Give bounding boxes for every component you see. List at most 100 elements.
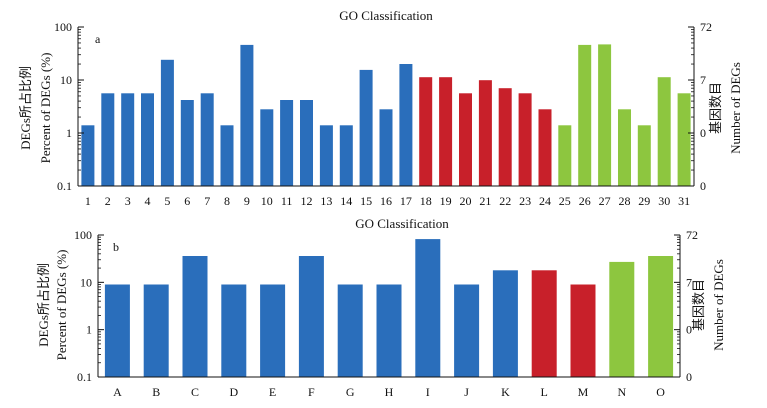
panel-b-bar bbox=[104, 284, 130, 377]
panel-a-x-tick-label: 24 bbox=[539, 194, 551, 208]
panel-a-title: GO Classification bbox=[339, 8, 433, 23]
panel-a-x-tick-label: 29 bbox=[638, 194, 650, 208]
panel-a-axes: 1 2 3 4 5 6 7 8 9 10 11 12 13 14 15 16 17 18 19 20 21 22 23 24 2… bbox=[54, 20, 712, 208]
panel-a-bar bbox=[538, 109, 552, 186]
panel-b-left-y-tick-label: 0.1 bbox=[77, 370, 92, 384]
panel-b-right-y-tick-label: 0 bbox=[686, 370, 692, 384]
panel-a-left-ylabel-en: Percent of DEGs (%) bbox=[38, 53, 53, 164]
panel-a-x-tick-label: 8 bbox=[224, 194, 230, 208]
panel-b-bar bbox=[298, 256, 324, 377]
panel-a-right-y-tick-label: 72 bbox=[700, 20, 712, 34]
panel-a-x-tick-label: 7 bbox=[204, 194, 210, 208]
panel-a-x-tick-label: 19 bbox=[440, 194, 452, 208]
panel-b-bar bbox=[182, 256, 208, 377]
panel-a-x-tick-label: 16 bbox=[380, 194, 392, 208]
panel-a-x-tick-label: 17 bbox=[400, 194, 412, 208]
panel-a-bar bbox=[637, 125, 651, 186]
panel-a-right-y-tick-label: 0 bbox=[700, 126, 706, 140]
panel-a-label: a bbox=[95, 32, 101, 46]
panel-a-x-tick-label: 14 bbox=[340, 194, 352, 208]
panel-b-right-ylabel-cn: 基因数目 bbox=[691, 279, 706, 331]
panel-a-right-y-tick-label: 7 bbox=[700, 73, 706, 87]
panel-a-bar bbox=[220, 125, 234, 186]
panel-b-bar bbox=[260, 284, 286, 377]
panel-a-bar bbox=[200, 93, 214, 186]
panel-b-title: GO Classification bbox=[355, 216, 449, 231]
panel-b-chart: GO Classification b DEGs所占比例 Percent of … bbox=[36, 216, 726, 399]
panel-b-left-y-tick-label: 100 bbox=[74, 228, 92, 242]
panel-a-x-tick-label: 27 bbox=[599, 194, 611, 208]
panel-a-bar bbox=[618, 109, 631, 186]
panel-a-x-tick-label: 30 bbox=[658, 194, 670, 208]
panel-b-label: b bbox=[113, 240, 119, 254]
panel-b-right-ylabel-en: Number of DEGs bbox=[711, 259, 726, 351]
panel-b-x-tick-label: H bbox=[385, 385, 394, 399]
panel-a-left-y-tick-label: 10 bbox=[60, 73, 72, 87]
panel-a-x-tick-label: 10 bbox=[261, 194, 273, 208]
panel-b-x-tick-label: N bbox=[617, 385, 626, 399]
panel-a-x-tick-label: 12 bbox=[301, 194, 313, 208]
panel-b-bar bbox=[376, 284, 402, 377]
panel-b-x-tick-label: E bbox=[269, 385, 276, 399]
panel-b-x-tick-label: G bbox=[346, 385, 355, 399]
panel-a-x-tick-label: 31 bbox=[678, 194, 690, 208]
panel-a-x-tick-label: 25 bbox=[559, 194, 571, 208]
panel-b-left-ylabel-en: Percent of DEGs (%) bbox=[54, 250, 69, 361]
panel-a-x-tick-label: 23 bbox=[519, 194, 531, 208]
panel-a-bar bbox=[101, 93, 115, 186]
panel-a-bar bbox=[319, 125, 333, 186]
panel-b-x-tick-label: L bbox=[541, 385, 548, 399]
panel-a-x-tick-label: 21 bbox=[479, 194, 491, 208]
panel-b-axes: A B C D E F G H I J K L M N O 0.1 1 10 100 0 0 7 72 bbox=[74, 228, 698, 399]
panel-a-x-tick-label: 3 bbox=[125, 194, 131, 208]
panel-a-x-tick-label: 1 bbox=[85, 194, 91, 208]
panel-a-x-tick-label: 15 bbox=[360, 194, 372, 208]
panel-a-bar bbox=[359, 69, 373, 186]
panel-a-bar bbox=[81, 125, 95, 186]
panel-a-left-y-tick-label: 100 bbox=[54, 20, 72, 34]
panel-a-bars bbox=[81, 44, 691, 187]
panel-b-bar bbox=[454, 284, 480, 377]
panel-b-bar bbox=[531, 270, 557, 377]
panel-b-x-tick-label: F bbox=[308, 385, 315, 399]
panel-b-bar bbox=[609, 261, 635, 377]
panel-a-right-y-tick-label: 0 bbox=[700, 179, 706, 193]
panel-a-bar bbox=[518, 93, 532, 186]
panel-a-x-tick-label: 5 bbox=[164, 194, 170, 208]
panel-a-x-tick-label: 2 bbox=[105, 194, 111, 208]
panel-a-bar bbox=[300, 100, 313, 186]
panel-a-bar bbox=[280, 100, 294, 186]
panel-b-bar bbox=[648, 256, 674, 377]
panel-a-bar bbox=[379, 109, 393, 186]
panel-b-right-y-tick-label: 0 bbox=[686, 323, 692, 337]
panel-a-x-tick-label: 26 bbox=[579, 194, 591, 208]
panel-a-bar bbox=[399, 64, 413, 186]
panel-a-x-tick-label: 28 bbox=[619, 194, 631, 208]
panel-a-bar bbox=[121, 93, 135, 186]
panel-b-bar bbox=[415, 239, 441, 377]
panel-a-bar bbox=[657, 77, 671, 186]
panel-b-x-tick-label: O bbox=[656, 385, 665, 399]
panel-b-x-tick-label: C bbox=[191, 385, 199, 399]
panel-a-bar bbox=[498, 88, 512, 186]
panel-b-x-tick-label: I bbox=[426, 385, 430, 399]
panel-b-bar bbox=[337, 284, 363, 377]
panel-b-bar bbox=[570, 284, 596, 377]
panel-a-right-ylabel-cn: 基因数目 bbox=[708, 82, 723, 134]
panel-b-bar bbox=[221, 284, 247, 377]
panel-b-left-ylabel-cn: DEGs所占比例 bbox=[36, 263, 51, 347]
panel-b-x-tick-label: M bbox=[578, 385, 589, 399]
panel-b-x-tick-label: D bbox=[229, 385, 238, 399]
panel-a-x-tick-label: 11 bbox=[281, 194, 293, 208]
panel-b-bar bbox=[143, 284, 169, 377]
panel-a-chart: GO Classification a DEGs所占比例 Percent of … bbox=[18, 8, 743, 208]
panel-b-bar bbox=[492, 270, 518, 377]
panel-a-left-y-tick-label: 0.1 bbox=[57, 179, 72, 193]
panel-b-x-tick-label: A bbox=[113, 385, 122, 399]
panel-b-right-y-tick-label: 72 bbox=[686, 228, 698, 242]
panel-a-x-tick-label: 22 bbox=[499, 194, 511, 208]
panel-a-bar bbox=[141, 93, 154, 186]
panel-b-left-y-tick-label: 1 bbox=[86, 323, 92, 337]
panel-a-x-tick-label: 20 bbox=[460, 194, 472, 208]
